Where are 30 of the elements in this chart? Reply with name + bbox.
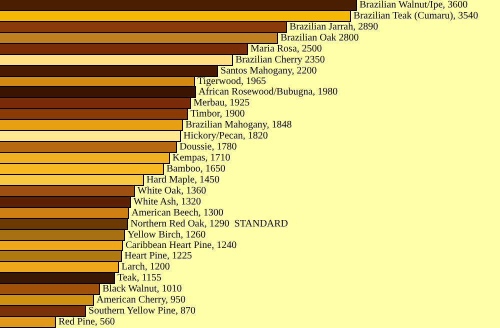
data-label: Black Walnut, 1010	[102, 284, 182, 294]
data-label: Brazilian Mahogany, 1848	[186, 120, 292, 130]
data-label: Maria Rosa, 2500	[250, 44, 322, 54]
data-label: Brazilian Walnut/Ipe, 3600	[360, 0, 468, 10]
data-label: Brazilian Teak (Cumaru), 3540	[354, 10, 478, 22]
data-label: Kempas, 1710	[172, 152, 230, 164]
data-label: Hickory/Pecan, 1820	[184, 130, 268, 142]
data-label: American Cherry, 950	[96, 294, 186, 306]
data-label: Santos Mahogany, 2200	[220, 66, 317, 76]
data-label: White Oak, 1360	[138, 186, 206, 196]
data-label: Teak, 1155	[118, 272, 162, 284]
data-label: Brazilian Jarrah, 2890	[290, 22, 378, 32]
data-label: Bamboo, 1650	[166, 164, 226, 174]
data-label: Merbau, 1925	[194, 98, 250, 108]
data-label: Larch, 1200	[122, 262, 170, 272]
data-label: Brazilian Oak 2800	[280, 32, 359, 44]
data-label: Southern Yellow Pine, 870	[88, 306, 196, 316]
data-label: African Rosewood/Bubugna, 1980	[198, 86, 338, 98]
data-label: Hard Maple, 1450	[146, 174, 220, 186]
data-label: Brazilian Cherry 2350	[236, 54, 325, 66]
data-label: Timbor, 1900	[190, 108, 245, 120]
data-label: Tigerwood, 1965	[198, 76, 266, 87]
data-label: Heart Pine, 1225	[124, 250, 192, 262]
data-label: Caribbean Heart Pine, 1240	[126, 240, 237, 251]
data-label: American Beech, 1300	[132, 208, 224, 218]
data-label: Yellow Birch, 1260	[128, 230, 206, 240]
data-label: Northern Red Oak, 1290 STANDARD	[130, 218, 288, 230]
data-label: Doussie, 1780	[180, 142, 237, 152]
data-label: White Ash, 1320	[134, 196, 201, 208]
data-label: Red Pine, 560	[58, 316, 115, 328]
